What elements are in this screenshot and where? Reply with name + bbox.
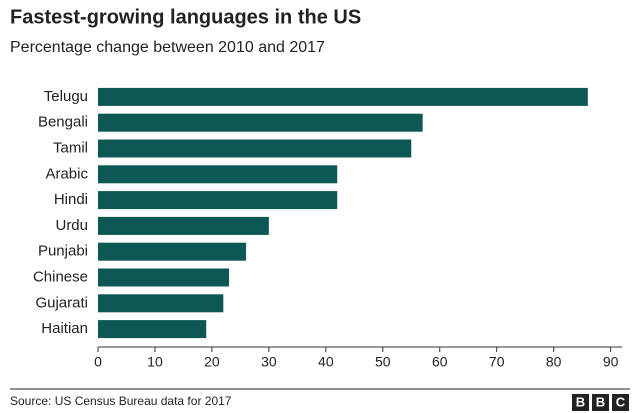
y-tick-label: Telugu xyxy=(44,88,88,105)
x-tick-label: 10 xyxy=(147,354,163,370)
y-tick-label: Gujarati xyxy=(35,294,88,311)
logo-box xyxy=(572,394,589,411)
chart-subtitle: Percentage change between 2010 and 2017 xyxy=(10,39,325,56)
x-tick-label: 30 xyxy=(261,354,277,370)
bar xyxy=(98,191,338,210)
y-tick-label: Haitian xyxy=(41,320,88,337)
chart-title: Fastest-growing languages in the US xyxy=(10,6,361,28)
y-tick-label: Hindi xyxy=(54,191,88,208)
y-tick-label: Chinese xyxy=(33,268,88,285)
bar xyxy=(98,320,207,339)
bar xyxy=(98,268,229,287)
y-tick-label: Bengali xyxy=(38,114,88,131)
y-tick-label: Tamil xyxy=(53,139,88,156)
bar xyxy=(98,113,423,132)
x-tick-label: 90 xyxy=(603,354,619,370)
x-tick-label: 20 xyxy=(204,354,220,370)
bar xyxy=(98,294,224,313)
logo-letter: C xyxy=(616,394,626,409)
bar xyxy=(98,216,269,235)
logo-box xyxy=(592,394,609,411)
y-tick-label: Urdu xyxy=(55,217,88,234)
y-tick-label: Arabic xyxy=(45,165,88,182)
x-tick-label: 0 xyxy=(94,354,102,370)
y-tick-label: Punjabi xyxy=(38,243,88,260)
bar xyxy=(98,165,338,184)
bar xyxy=(98,139,412,158)
logo-letter: B xyxy=(596,394,605,409)
x-tick-label: 50 xyxy=(375,354,391,370)
x-tick-label: 60 xyxy=(432,354,448,370)
x-tick-label: 70 xyxy=(489,354,505,370)
source: Source: US Census Bureau data for 2017 xyxy=(10,394,232,408)
bar xyxy=(98,242,247,261)
bar xyxy=(98,87,588,106)
x-tick-label: 40 xyxy=(318,354,334,370)
x-tick-label: 80 xyxy=(546,354,562,370)
logo-box xyxy=(612,394,629,411)
logo-letter: B xyxy=(576,394,585,409)
